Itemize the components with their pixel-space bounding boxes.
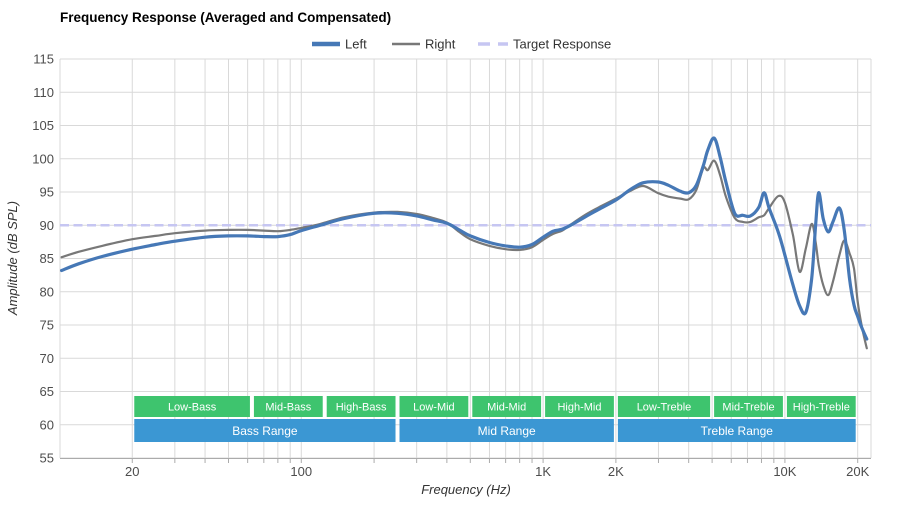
x-tick-label: 10K — [773, 464, 796, 479]
plot-area: 55 60 65 70 75 80 85 90 95 100 105 110 115 20 100 1K 2K 1… — [32, 52, 872, 479]
range-band-label: Treble Range — [701, 424, 774, 438]
y-tick-label: 100 — [32, 151, 54, 166]
x-axis-title: Frequency (Hz) — [421, 482, 511, 497]
range-band-label: Bass Range — [232, 424, 298, 438]
frequency-band — [714, 396, 783, 417]
frequency-band-label: Low-Bass — [168, 402, 217, 414]
frequency-band-label: High-Mid — [557, 402, 601, 414]
frequency-band — [326, 396, 396, 417]
frequency-band-label: Low-Mid — [413, 402, 455, 414]
y-tick-label: 90 — [40, 218, 54, 233]
y-tick-label: 110 — [33, 85, 54, 100]
legend-label-left: Left — [345, 37, 367, 52]
y-axis-title: Amplitude (dB SPL) — [5, 201, 20, 316]
range-band — [399, 419, 614, 442]
legend-item-left[interactable]: Left — [312, 37, 367, 52]
range-band-label: Mid Range — [478, 424, 536, 438]
y-tick-label: 85 — [40, 251, 54, 266]
frequency-band-label: High-Bass — [336, 402, 387, 414]
frequency-band — [617, 396, 711, 417]
right-curve — [60, 159, 868, 350]
x-tick-label: 20 — [125, 464, 139, 479]
y-tick-label: 60 — [40, 417, 54, 432]
frequency-band-label: High-Treble — [793, 402, 850, 414]
y-tick-label: 65 — [40, 384, 54, 399]
frequency-band-label: Mid-Mid — [487, 402, 526, 414]
range-band — [617, 419, 856, 442]
frequency-band — [399, 396, 469, 417]
x-tick-label: 2K — [608, 464, 624, 479]
frequency-band — [786, 396, 856, 417]
x-tick-label: 100 — [290, 464, 312, 479]
y-tick-label: 95 — [40, 185, 54, 200]
legend-item-target-response[interactable]: Target Response — [478, 37, 611, 52]
x-tick-label: 1K — [535, 464, 551, 479]
frequency-band — [472, 396, 542, 417]
y-tick-label: 75 — [40, 318, 54, 333]
chart-title: Frequency Response (Averaged and Compens… — [60, 10, 391, 25]
legend-label-right: Right — [425, 37, 456, 52]
legend-label-target-response: Target Response — [513, 37, 611, 52]
frequency-band-label: Mid-Bass — [265, 402, 311, 414]
frequency-band — [545, 396, 614, 417]
frequency-band — [253, 396, 323, 417]
frequency-band — [134, 396, 250, 417]
y-tick-label: 55 — [40, 451, 54, 466]
y-tick-label: 115 — [33, 52, 54, 67]
x-tick-label: 20K — [846, 464, 869, 479]
left-curve — [60, 136, 869, 341]
y-tick-label: 70 — [40, 351, 54, 366]
frequency-band-label: Low-Treble — [637, 402, 692, 414]
y-tick-label: 80 — [40, 284, 54, 299]
legend: Left Right Target Response — [312, 37, 611, 52]
y-tick-label: 105 — [32, 118, 54, 133]
legend-item-right[interactable]: Right — [392, 37, 456, 52]
range-band — [134, 419, 396, 442]
frequency-band-label: Mid-Treble — [722, 402, 774, 414]
